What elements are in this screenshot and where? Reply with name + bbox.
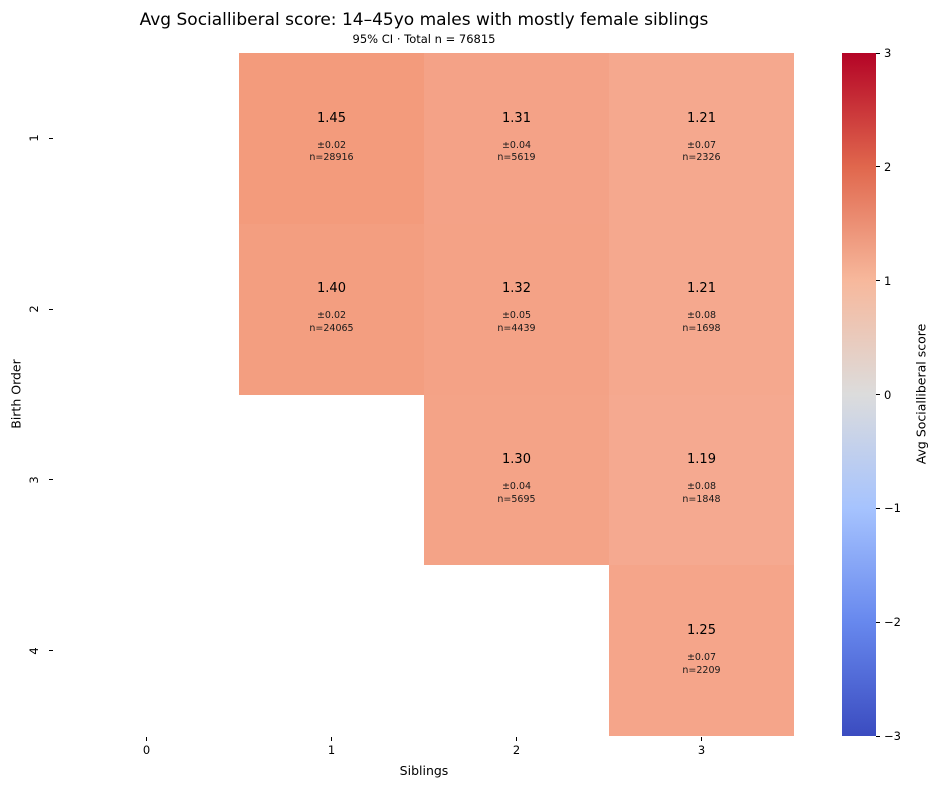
- cell-n: n=5695: [497, 493, 536, 505]
- cell-value: 1.21: [687, 110, 716, 126]
- chart-subtitle: 95% CI · Total n = 76815: [352, 32, 496, 46]
- cell-value: 1.21: [687, 281, 716, 297]
- cell-n: n=24065: [309, 323, 354, 335]
- heatmap-cell: 1.45 ±0.02 n=28916: [239, 53, 424, 224]
- cell-ci: ±0.05: [501, 310, 532, 322]
- cell-ci: ±0.02: [316, 139, 347, 151]
- cell-n: n=4439: [497, 323, 536, 335]
- x-tick-label: 0: [142, 743, 151, 757]
- colorbar-tick-mark: [876, 394, 880, 395]
- cell-value: 1.31: [502, 110, 531, 126]
- cell-ci: ±0.07: [686, 651, 717, 663]
- cell-ci: ±0.08: [686, 481, 717, 493]
- heatmap-cell: 1.19 ±0.08 n=1848: [609, 394, 794, 566]
- heatmap-cell: 1.21 ±0.08 n=1698: [609, 223, 794, 395]
- colorbar-tick-mark: [876, 280, 880, 282]
- y-tick-mark: [49, 308, 53, 310]
- cell-n: n=5619: [497, 152, 536, 164]
- y-axis-label: Birth Order: [8, 359, 24, 429]
- cell-value: 1.32: [502, 281, 531, 297]
- x-tick-mark: [516, 737, 517, 741]
- y-tick-mark: [49, 650, 53, 652]
- cell-n: n=1848: [682, 493, 721, 505]
- heatmap-cell: 1.32 ±0.05 n=4439: [424, 223, 609, 395]
- x-tick-mark: [701, 737, 702, 741]
- y-tick-mark: [49, 137, 53, 139]
- colorbar-tick-label: −3: [884, 729, 901, 743]
- y-tick-label: 1: [27, 134, 41, 143]
- x-tick-mark: [146, 737, 147, 741]
- colorbar-tick-mark: [876, 166, 880, 168]
- colorbar-tick-label: 1: [884, 273, 892, 288]
- y-tick-label: 3: [27, 476, 41, 484]
- cell-value: 1.19: [687, 452, 716, 468]
- cell-ci: ±0.08: [686, 310, 717, 322]
- heatmap-plot-area: 1.45 ±0.02 n=28916 1.31 ±0.04 n=5619 1.21 ±0.07…: [54, 53, 794, 736]
- x-axis-label: Siblings: [399, 763, 449, 778]
- chart-title: Avg Socialliberal score: 14–45yo males w…: [139, 10, 709, 30]
- x-tick-label: 2: [512, 743, 521, 757]
- colorbar-label: Avg Socialliberal score: [913, 323, 929, 465]
- cell-n: n=28916: [309, 152, 354, 164]
- cell-ci: ±0.04: [501, 139, 532, 151]
- cell-ci: ±0.02: [316, 310, 347, 322]
- x-tick-label: 1: [327, 743, 336, 757]
- heatmap-cell: 1.30 ±0.04 n=5695: [424, 394, 609, 566]
- colorbar: [842, 53, 876, 736]
- heatmap-cell: 1.31 ±0.04 n=5619: [424, 53, 609, 224]
- heatmap-cell: 1.25 ±0.07 n=2209: [609, 565, 794, 736]
- cell-value: 1.25: [687, 622, 716, 638]
- x-tick-label: 3: [697, 743, 706, 757]
- cell-value: 1.30: [502, 452, 531, 468]
- colorbar-tick-label: 0: [884, 387, 892, 402]
- heatmap-cell: 1.40 ±0.02 n=24065: [239, 223, 424, 395]
- colorbar-tick-label: −2: [884, 615, 901, 630]
- y-tick-mark: [49, 479, 53, 481]
- cell-n: n=1698: [682, 323, 721, 335]
- colorbar-tick-label: −1: [884, 501, 901, 516]
- heatmap-cell: 1.21 ±0.07 n=2326: [609, 53, 794, 224]
- colorbar-tick-mark: [876, 735, 880, 737]
- cell-value: 1.40: [317, 281, 346, 297]
- x-tick-mark: [331, 737, 332, 741]
- cell-value: 1.45: [317, 110, 346, 126]
- cell-ci: ±0.04: [501, 481, 532, 493]
- colorbar-tick-mark: [876, 621, 880, 623]
- colorbar-tick-mark: [876, 507, 880, 509]
- cell-n: n=2209: [682, 664, 721, 676]
- colorbar-tick-label: 2: [884, 159, 892, 174]
- colorbar-tick-mark: [876, 52, 880, 54]
- y-tick-label: 4: [27, 646, 41, 655]
- colorbar-tick-label: 3: [884, 46, 892, 60]
- y-tick-label: 2: [27, 305, 41, 313]
- cell-ci: ±0.07: [686, 139, 717, 151]
- cell-n: n=2326: [682, 152, 721, 164]
